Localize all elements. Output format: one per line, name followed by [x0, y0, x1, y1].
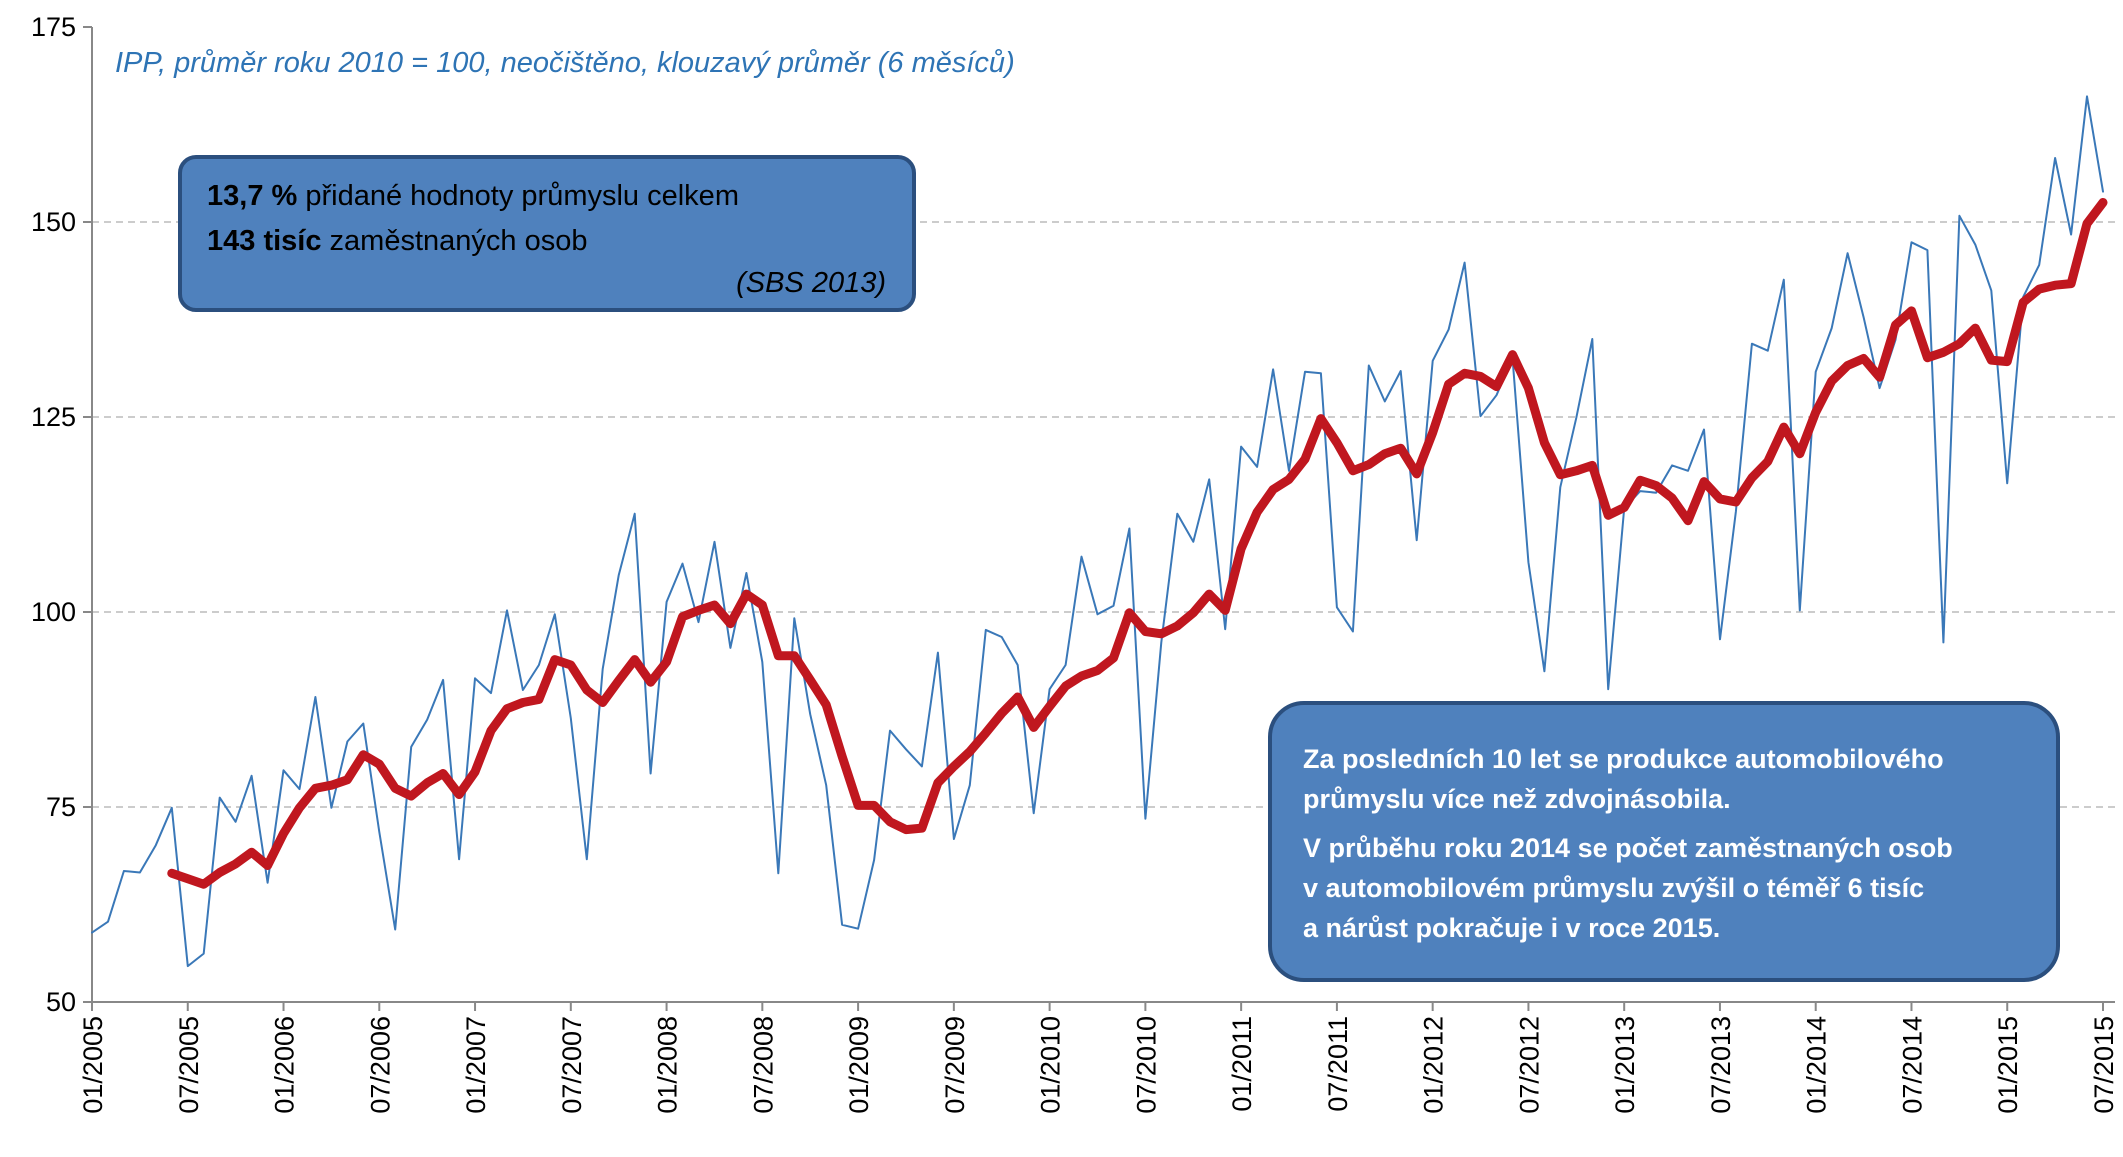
info-text: zaměstnaných osob [330, 225, 588, 257]
plot-area: 50 75 100 125 150 175 01/2005 07/2005 01/2006 07/… [31, 12, 2119, 1114]
info-box: 13,7 % přidané hodnoty průmyslu celkem 1… [178, 155, 916, 312]
x-tick-label: 01/2014 [1802, 1016, 1832, 1114]
x-tick-label: 07/2012 [1514, 1016, 1544, 1114]
info-text: přidané hodnoty průmyslu celkem [305, 180, 739, 212]
x-tick-label: 01/2006 [270, 1016, 300, 1114]
x-tick-label: 01/2005 [78, 1016, 108, 1114]
y-tick-label: 150 [31, 207, 76, 237]
x-tick-label: 07/2007 [557, 1016, 587, 1114]
info-source: (SBS 2013) [736, 267, 886, 299]
info-box-bg [178, 155, 916, 312]
y-tick-label: 175 [31, 12, 76, 42]
info-line: 13,7 % přidané hodnoty průmyslu celkem [207, 180, 739, 212]
x-tick-label: 07/2013 [1706, 1016, 1736, 1114]
chart-subtitle: IPP, průměr roku 2010 = 100, neočištěno,… [115, 47, 1015, 79]
note-line: v automobilovém průmyslu zvýšil o téměř … [1303, 873, 1924, 903]
note-line: průmyslu více než zdvojnásobila. [1303, 784, 1731, 814]
x-tick-label: 07/2009 [940, 1016, 970, 1114]
info-bold: 13,7 % [207, 180, 297, 212]
y-tick-label: 75 [46, 792, 76, 822]
x-tick-label: 01/2010 [1036, 1016, 1066, 1114]
y-tick-label: 100 [31, 597, 76, 627]
x-tick-label: 07/2014 [1897, 1016, 1927, 1114]
note-line: V průběhu roku 2014 se počet zaměstnanýc… [1303, 833, 1953, 863]
x-tick-label: 01/2008 [653, 1016, 683, 1114]
x-tick-label: 07/2010 [1131, 1016, 1161, 1114]
note-line: Za posledních 10 let se produkce automob… [1303, 744, 1944, 774]
info-bold: 143 tisíc [207, 225, 321, 257]
x-tick-label: 07/2011 [1323, 1016, 1353, 1112]
x-tick-label: 07/2006 [365, 1016, 395, 1114]
x-tick-label: 01/2013 [1610, 1016, 1640, 1114]
series-line [167, 198, 2108, 889]
x-tick-label: 01/2009 [844, 1016, 874, 1114]
x-tick-label: 01/2012 [1419, 1016, 1449, 1114]
x-tick-label: 07/2005 [174, 1016, 204, 1114]
info-line: 143 tisíc zaměstnaných osob [207, 225, 587, 257]
y-tick-label: 125 [31, 402, 76, 432]
note-box: Za posledních 10 let se produkce automob… [1268, 701, 2060, 982]
x-tick-label: 01/2011 [1227, 1016, 1257, 1112]
series-line [91, 95, 2104, 968]
x-tick-label: 01/2007 [461, 1016, 491, 1114]
y-tick-label: 50 [46, 987, 76, 1017]
x-tick-label: 07/2015 [2089, 1016, 2119, 1114]
x-tick-label: 01/2015 [1993, 1016, 2023, 1114]
note-box-bg [1268, 701, 2060, 982]
x-tick-label: 07/2008 [748, 1016, 778, 1114]
note-line: a nárůst pokračuje i v roce 2015. [1303, 913, 1720, 943]
